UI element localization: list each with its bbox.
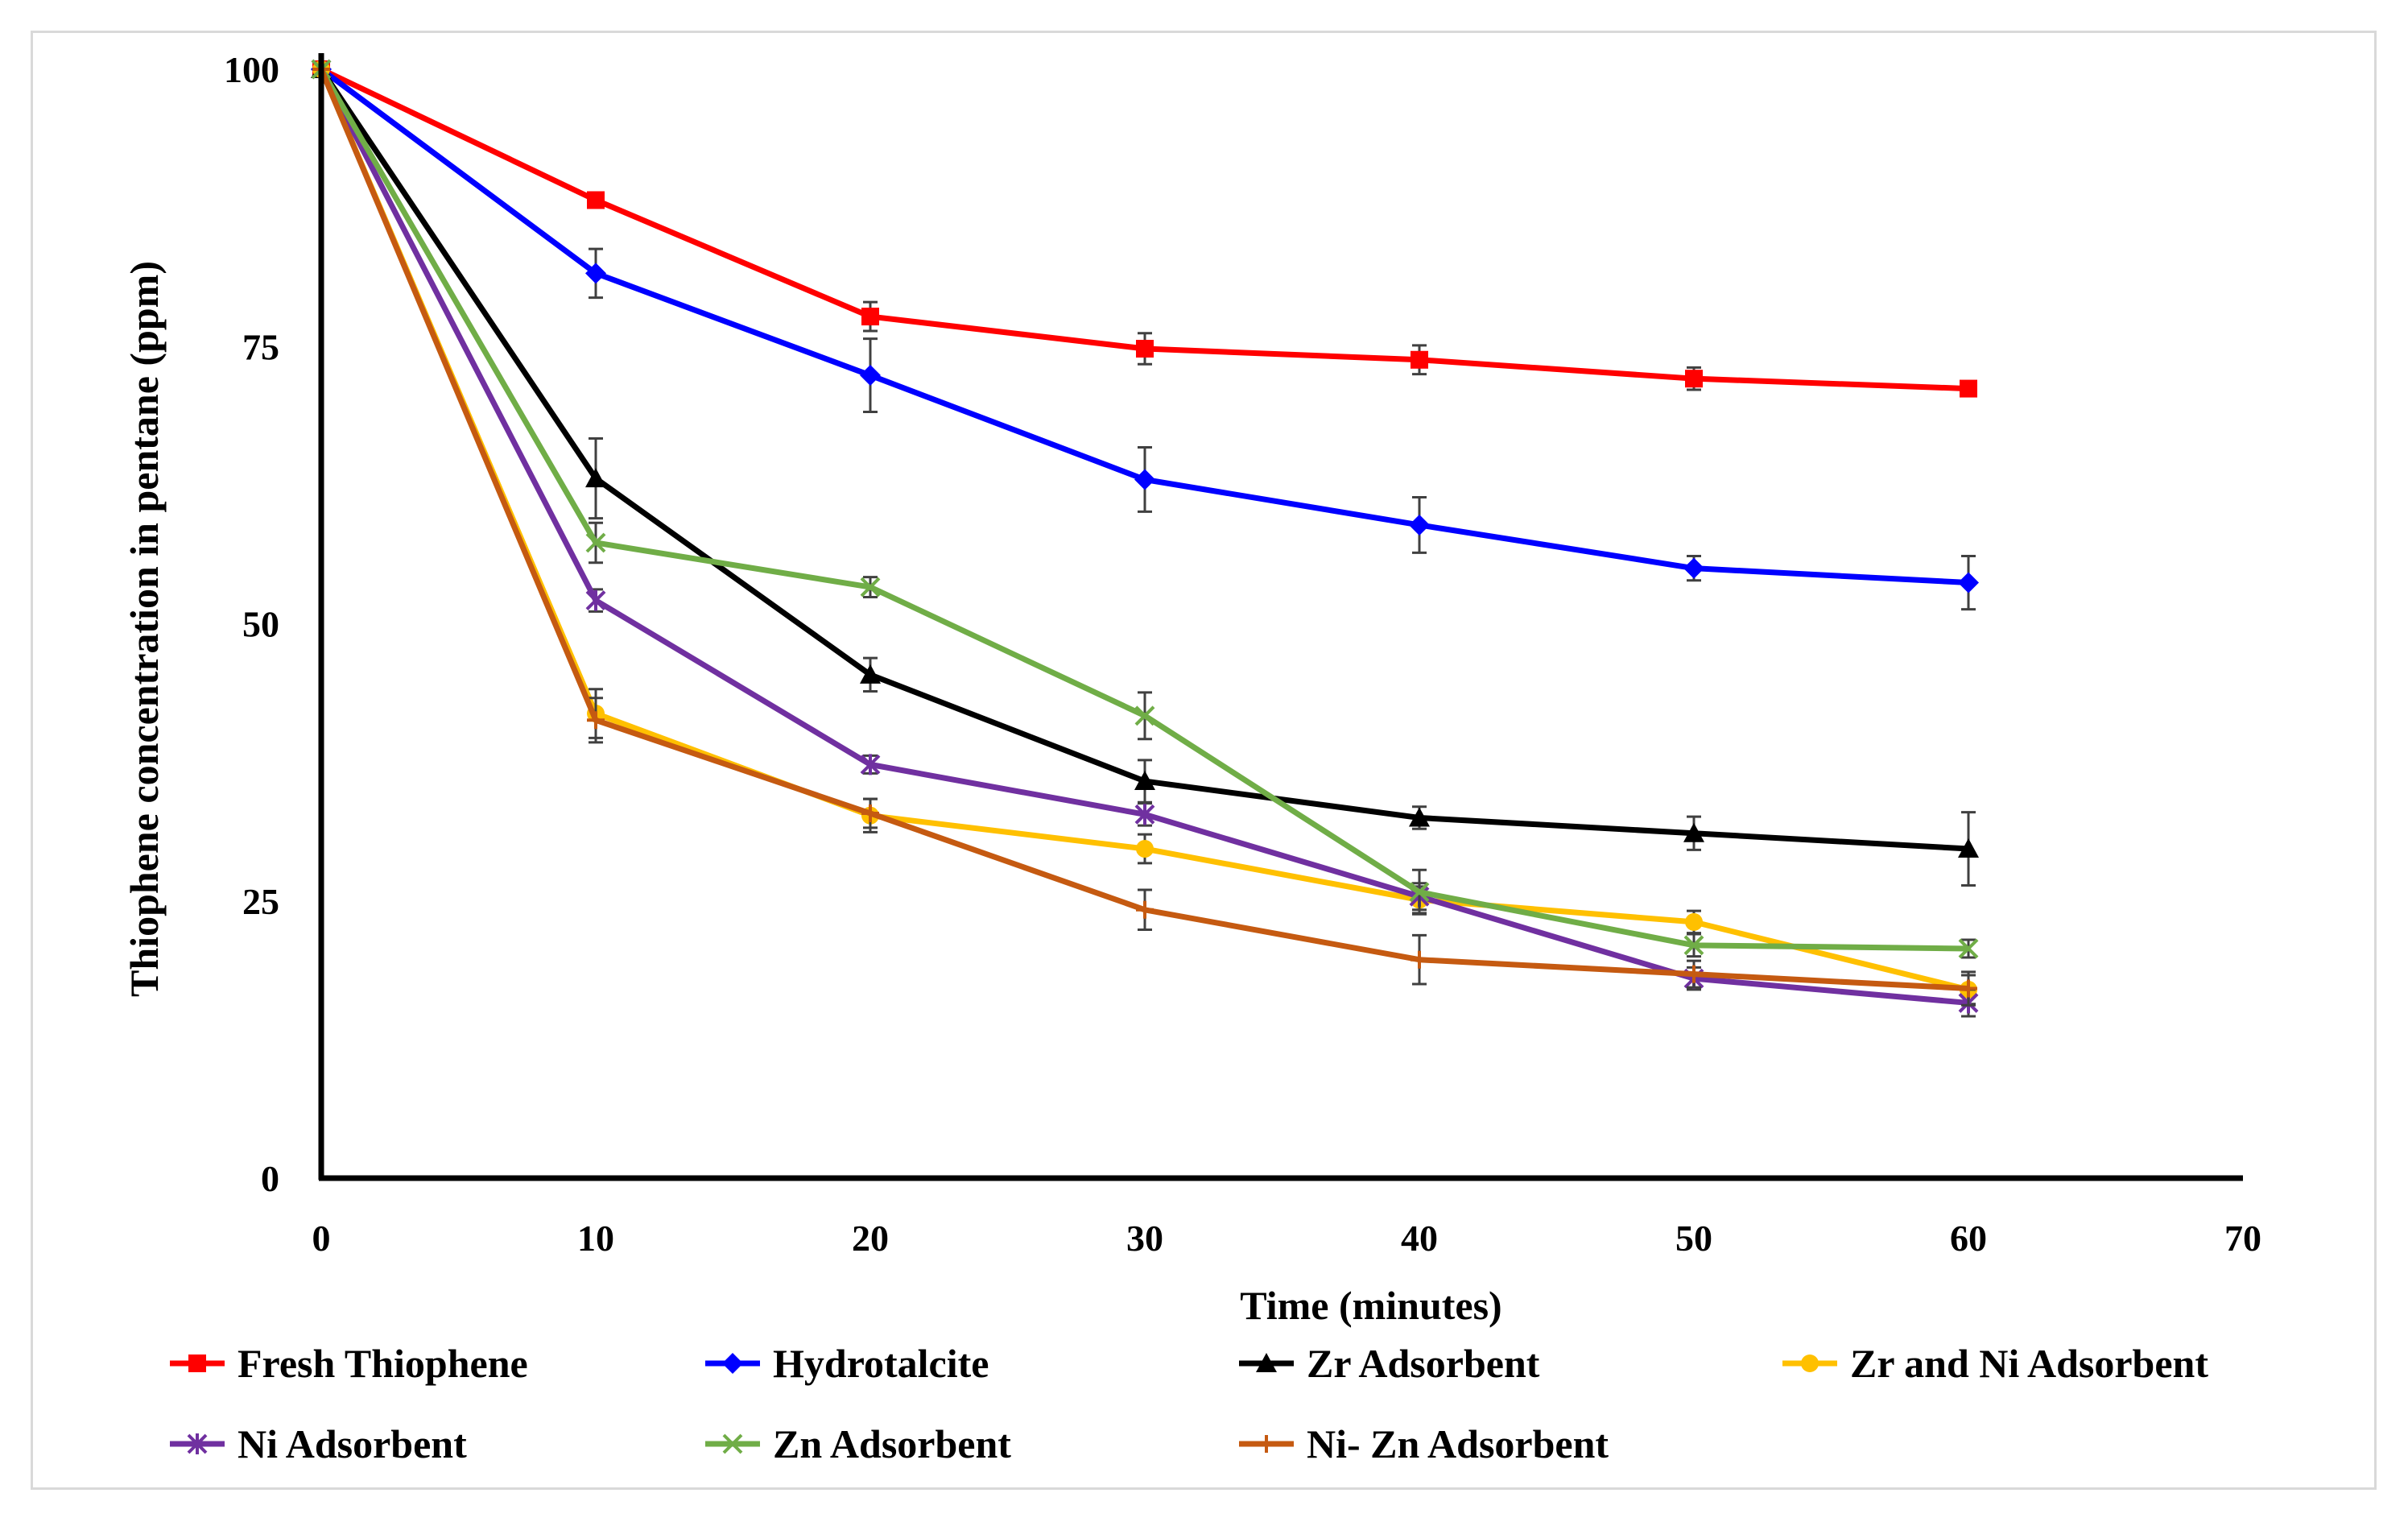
series-zn-adsorbent (311, 59, 1979, 959)
data-point-ni-zn-adsorbent (861, 804, 879, 822)
data-point-zr-adsorbent (1683, 822, 1704, 842)
data-point-hydrotalcite (1683, 557, 1704, 579)
data-point-fresh-thiophene (587, 191, 605, 209)
data-point-zn-adsorbent (1683, 935, 1704, 956)
legend-label: Zn Adsorbent (773, 1421, 1011, 1466)
data-point-ni-adsorbent (585, 589, 606, 611)
x-tick-label: 0 (312, 1218, 331, 1259)
y-tick-label: 50 (242, 604, 279, 645)
series-fresh-thiophene (312, 60, 1977, 398)
legend: Fresh Thiophene Hydrotalcite Zr Adsorbent Z… (170, 1341, 2208, 1466)
data-point-zr-and-ni-adsorbent (1136, 840, 1154, 858)
data-point-hydrotalcite (860, 365, 881, 387)
y-tick-label: 100 (224, 49, 279, 90)
legend-marker (722, 1433, 743, 1454)
legend-item-fresh-thiophene: Fresh Thiophene (170, 1341, 528, 1386)
x-tick-label: 40 (1401, 1218, 1438, 1259)
axes: 0 10 20 30 40 50 60 70 0 25 50 75 100 (224, 49, 2261, 1259)
line-chart: 0 10 20 30 40 50 60 70 0 25 50 75 100 Time (minutes)… (122, 49, 2261, 1466)
data-point-fresh-thiophene (1411, 350, 1428, 369)
legend-item-zr-and-ni-adsorbent: Zr and Ni Adsorbent (1782, 1341, 2208, 1386)
x-tick-label: 60 (1950, 1218, 1987, 1259)
data-point-ni-zn-adsorbent (1411, 950, 1428, 969)
x-tick-label: 20 (852, 1218, 889, 1259)
data-point-hydrotalcite (1409, 514, 1430, 536)
x-tick-label: 30 (1126, 1218, 1163, 1259)
y-tick-label: 75 (242, 326, 279, 367)
data-point-zr-adsorbent (860, 664, 881, 684)
legend-marker (1801, 1354, 1819, 1372)
legend-marker (722, 1353, 743, 1374)
data-point-fresh-thiophene (861, 308, 879, 326)
series-ni-adsorbent (311, 59, 1979, 1018)
series-ni-zn-adsorbent (312, 60, 1977, 1007)
x-tick-label: 50 (1675, 1218, 1712, 1259)
data-point-hydrotalcite (585, 263, 606, 284)
legend-label: Ni Adsorbent (237, 1421, 467, 1466)
legend-item-ni-adsorbent: Ni Adsorbent (170, 1421, 467, 1466)
data-point-fresh-thiophene (1960, 379, 1977, 398)
x-tick-label: 70 (2224, 1218, 2261, 1259)
data-point-ni-zn-adsorbent (1685, 965, 1703, 983)
data-point-zr-adsorbent (1958, 838, 1979, 858)
data-point-ni-adsorbent (1134, 804, 1155, 825)
legend-item-ni-zn-adsorbent: Ni- Zn Adsorbent (1239, 1421, 1609, 1466)
y-axis-title: Thiophene concentration in pentane (ppm) (122, 261, 167, 997)
data-point-fresh-thiophene (1685, 370, 1703, 388)
data-point-ni-zn-adsorbent (587, 711, 605, 730)
data-point-zr-and-ni-adsorbent (1685, 912, 1703, 931)
legend-label: Ni- Zn Adsorbent (1307, 1421, 1609, 1466)
data-point-zn-adsorbent (860, 577, 881, 598)
y-tick-label: 0 (261, 1158, 279, 1199)
legend-label: Fresh Thiophene (237, 1341, 528, 1386)
data-point-fresh-thiophene (1136, 340, 1154, 358)
series-hydrotalcite (311, 59, 1979, 611)
y-tick-label: 25 (242, 881, 279, 922)
data-point-zn-adsorbent (1409, 882, 1430, 903)
data-point-zn-adsorbent (585, 532, 606, 553)
data-point-hydrotalcite (1958, 572, 1979, 593)
data-point-ni-zn-adsorbent (1960, 979, 1977, 998)
plot-area (311, 59, 1979, 1018)
legend-marker (188, 1354, 206, 1372)
data-point-hydrotalcite (1134, 469, 1155, 490)
data-point-zr-adsorbent (1134, 771, 1155, 791)
data-point-zr-adsorbent (1409, 807, 1430, 827)
x-axis-title: Time (minutes) (1240, 1283, 1501, 1328)
legend-label: Zr Adsorbent (1307, 1341, 1540, 1386)
data-point-ni-zn-adsorbent (1136, 900, 1154, 919)
data-point-ni-adsorbent (860, 754, 881, 775)
x-tick-label: 10 (577, 1218, 614, 1259)
legend-marker (1258, 1435, 1275, 1453)
legend-item-hydrotalcite: Hydrotalcite (705, 1341, 989, 1386)
data-point-zn-adsorbent (1134, 705, 1155, 726)
legend-marker (187, 1433, 208, 1454)
legend-item-zn-adsorbent: Zn Adsorbent (705, 1421, 1011, 1466)
legend-item-zr-adsorbent: Zr Adsorbent (1239, 1341, 1540, 1386)
legend-marker (1256, 1353, 1277, 1372)
legend-label: Zr and Ni Adsorbent (1850, 1341, 2208, 1386)
data-point-zn-adsorbent (1958, 938, 1979, 959)
data-point-zr-adsorbent (585, 468, 606, 488)
legend-label: Hydrotalcite (773, 1341, 989, 1386)
chart-frame: 0 10 20 30 40 50 60 70 0 25 50 75 100 Time (minutes)… (31, 31, 2377, 1490)
